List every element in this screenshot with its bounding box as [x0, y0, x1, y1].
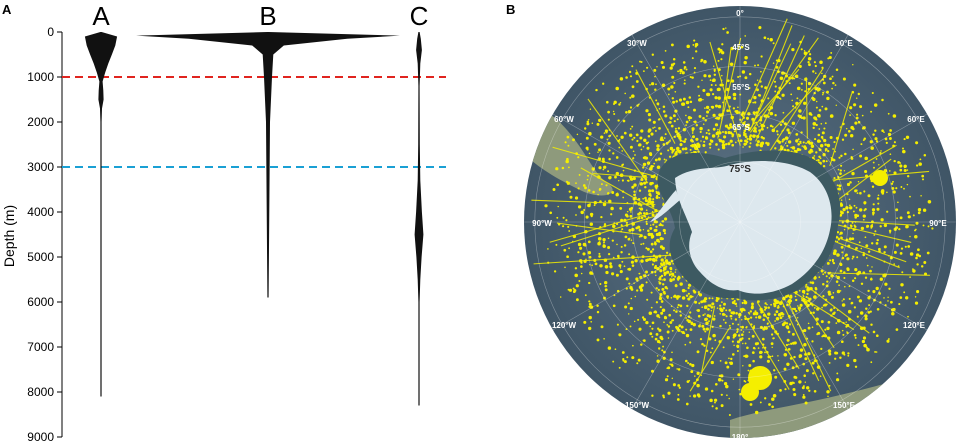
- antarctic-map: B 45°S 55°S 65°S 75°S 0° 30°E 60°E 90°E 120°E 150…: [506, 2, 956, 442]
- longitude-label: 60°W: [554, 115, 574, 124]
- observation-points: [531, 18, 934, 417]
- antarctica-ice: [675, 160, 832, 294]
- latitude-label: 55°S: [732, 83, 750, 92]
- y-tick-label: 7000: [27, 340, 54, 354]
- latitude-label: 45°S: [732, 43, 750, 52]
- y-tick-label: 5000: [27, 250, 54, 264]
- longitude-label: 30°W: [627, 39, 647, 48]
- y-tick-label: 9000: [27, 430, 54, 444]
- longitude-label: 120°E: [903, 321, 926, 330]
- y-tick-label: 3000: [27, 160, 54, 174]
- longitude-label: 150°E: [833, 401, 856, 410]
- longitude-label: 60°E: [907, 115, 925, 124]
- longitude-label: 0°: [736, 9, 744, 18]
- new-zealand-landmass: [892, 375, 914, 392]
- latitude-label: 65°S: [732, 123, 750, 132]
- latitude-label: 75°S: [729, 164, 751, 175]
- y-tick-label: 8000: [27, 385, 54, 399]
- y-axis-title: Depth (m): [1, 205, 17, 267]
- longitude-label: 90°E: [929, 219, 947, 228]
- panel-label-b: B: [506, 2, 515, 17]
- violin-label-B: B: [259, 1, 276, 31]
- violin-label-A: A: [92, 1, 110, 31]
- graticule: [524, 6, 956, 438]
- longitude-label: 150°W: [625, 401, 650, 410]
- y-tick-label: 4000: [27, 205, 54, 219]
- africa-landmass: [890, 30, 940, 80]
- y-tick-label: 0: [47, 25, 54, 39]
- longitude-label: 90°W: [532, 219, 552, 228]
- panel-label-a: A: [2, 2, 12, 17]
- y-tick-label: 2000: [27, 115, 54, 129]
- violin-chart: A Depth (m) 0 1000 2000 3000 4000 5000 6000 700…: [1, 1, 446, 444]
- y-tick-label: 1000: [27, 70, 54, 84]
- longitude-label: 30°E: [835, 39, 853, 48]
- violin-label-C: C: [410, 1, 429, 31]
- y-tick-label: 6000: [27, 295, 54, 309]
- longitude-label: 120°W: [552, 321, 577, 330]
- longitude-label: 180°: [732, 433, 749, 442]
- antarctic-peninsula: [650, 190, 680, 222]
